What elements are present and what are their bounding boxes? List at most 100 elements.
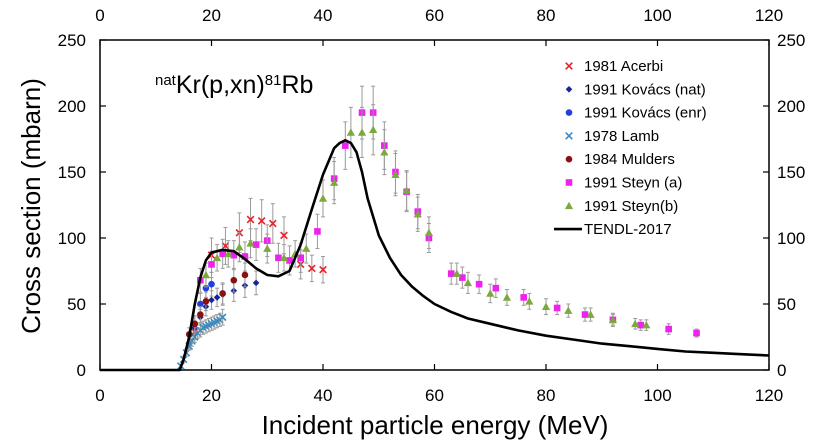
data-point [208,296,215,304]
x-tick-label-bottom: 0 [95,386,104,405]
data-point [302,244,311,252]
data-point [235,243,244,251]
y-tick-label-right: 50 [777,295,796,314]
x-tick-label-top: 80 [537,6,556,25]
data-point [246,239,255,247]
reaction-title-prefix: nat [155,72,177,89]
legend-marker [565,155,573,163]
tendl-curve [100,139,770,372]
legend-marker [564,201,574,210]
marker-stroke [307,264,316,273]
data-point [581,311,589,318]
data-point [201,270,211,279]
x-tick-label-top: 40 [314,6,333,25]
data-point [208,261,215,268]
data-point [475,280,483,288]
x-tick-label-top: 120 [755,6,783,25]
marker-stroke [257,216,266,225]
reaction-title-tail: Rb [281,71,313,99]
series-tendl-2017 [100,139,770,372]
data-point [693,329,700,337]
data-point [279,253,289,262]
x-tick-label-bottom: 120 [755,386,783,405]
series-1991-steyn-b [201,104,651,331]
data-point [424,228,434,237]
legend-label: 1978 Lamb [584,128,659,145]
marker-stroke [565,62,573,70]
data-point [257,216,266,225]
data-point [286,257,293,264]
data-point [502,293,512,301]
x-tick-label-bottom: 40 [314,386,333,405]
x-tick-label-bottom: 20 [202,386,221,405]
data-point [268,219,277,228]
data-point [275,254,282,262]
data-point [280,231,288,240]
data-point [525,297,534,305]
legend-label: 1991 Steyn(b) [584,198,678,215]
legend-label: 1984 Mulders [584,151,675,168]
data-point [346,128,355,136]
x-axis-title: Incident particle energy (MeV) [262,410,609,440]
y-axis-title: Cross section (mbarn) [16,78,46,334]
series-layer [100,85,770,372]
legend-item-1991-kov-cs-nat: 1991 Kovács (nat) [565,81,706,98]
legend-label: 1991 Kovács (enr) [584,105,707,122]
legend-item-1981-acerbi: 1981 Acerbi [565,58,663,75]
marker-stroke [319,265,327,274]
y-tick-label-left: 250 [58,31,86,50]
data-point [608,315,617,324]
y-tick-label-right: 250 [777,31,805,50]
data-point [263,244,272,252]
marker-stroke [218,313,227,322]
data-point [190,333,199,341]
data-point [665,325,672,333]
data-point [246,215,255,224]
legend-item-1984-mulders: 1984 Mulders [565,151,675,168]
data-point [564,306,573,314]
legend: 1981 Acerbi 1991 Kovács (nat) 1991 Kovács … [554,58,707,238]
data-point [197,300,204,308]
y-tick-label-left: 150 [58,163,86,182]
y-tick-label-right: 200 [777,97,805,116]
x-tick-label-top: 100 [643,6,671,25]
data-point [212,253,222,262]
data-point [413,210,422,218]
data-point [452,269,461,277]
x-tick-label-top: 0 [95,6,104,25]
x-tick-label-bottom: 60 [425,386,444,405]
legend-marker [565,179,573,186]
data-point [252,241,260,248]
data-point [202,298,210,305]
legend-item-1991-kov-cs-enr: 1991 Kovács (enr) [565,105,707,122]
y-tick-label-right: 100 [777,229,805,248]
x-tick-label-bottom: 80 [537,386,556,405]
legend-marker [565,62,573,70]
data-point [252,279,260,287]
x-tick-label-top: 60 [425,6,444,25]
data-point [541,302,551,310]
legend-label: 1991 Steyn (a) [584,175,682,192]
data-point [230,276,238,284]
y-tick-label-right: 0 [777,361,786,380]
data-point [642,321,651,329]
data-point [191,320,199,328]
data-point [208,280,215,288]
data-point [447,270,455,277]
data-point [380,148,389,156]
y-tick-label-right: 150 [777,163,805,182]
marker-stroke [246,215,255,224]
data-point [230,251,238,259]
data-point [218,313,227,322]
data-point [241,253,249,260]
data-point [486,289,495,297]
legend-marker [565,86,573,93]
data-point [224,249,233,258]
reaction-title-mass: 81 [265,72,282,89]
data-point [297,254,304,262]
reaction-title: natKr(p,xn)81Rb [155,71,313,99]
data-point [213,294,221,301]
y-tick-label-left: 100 [58,229,86,248]
marker-stroke [221,242,230,250]
